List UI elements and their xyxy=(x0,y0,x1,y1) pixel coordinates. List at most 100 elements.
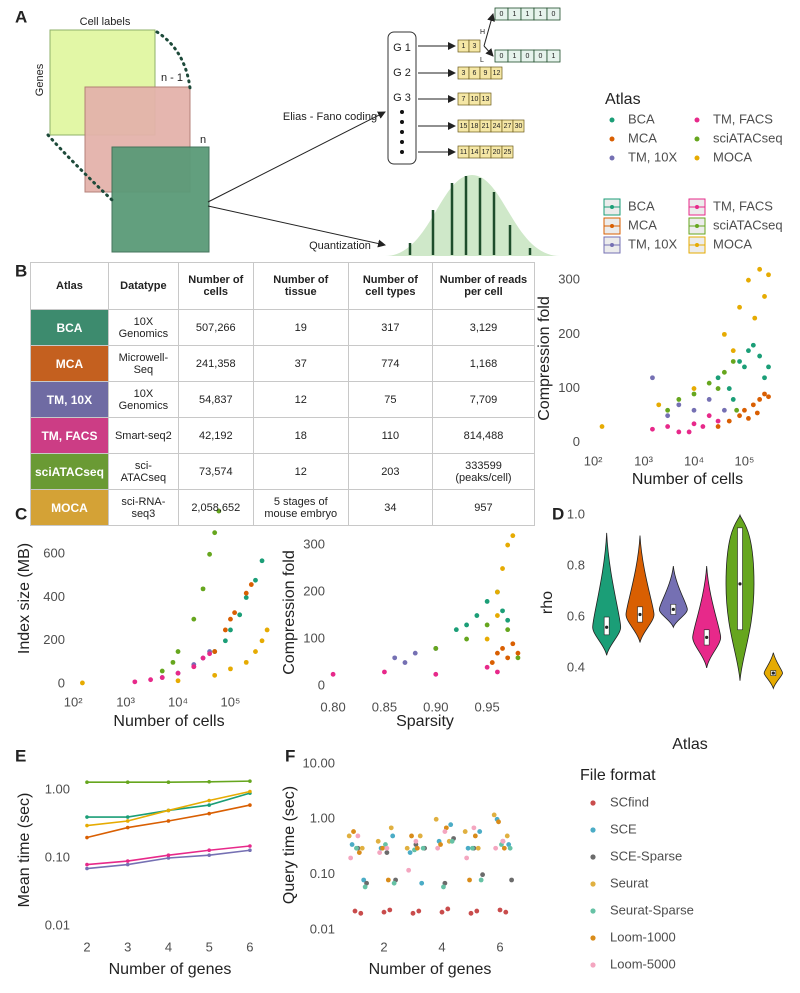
point xyxy=(656,402,662,408)
bit-value: 1 xyxy=(539,11,543,18)
bit-cell xyxy=(546,7,561,21)
point xyxy=(377,850,383,856)
point xyxy=(125,825,130,830)
legend-label: TM, 10X xyxy=(628,149,677,164)
legend-label: Seurat xyxy=(610,875,649,890)
legend-label: MCA xyxy=(628,217,657,232)
point xyxy=(207,848,211,853)
x-axis-title: Number of genes xyxy=(369,961,492,978)
table-cell: 7,709 xyxy=(431,381,536,418)
table-cell: 5 stages of mouse embryo xyxy=(252,489,349,526)
violin xyxy=(625,535,655,643)
header-row: Atlas Datatype Number of cells Number of ti… xyxy=(30,262,536,310)
point xyxy=(191,616,197,622)
point xyxy=(388,825,394,831)
point xyxy=(650,375,655,381)
point xyxy=(505,655,511,661)
point xyxy=(200,586,206,592)
x-tick-label: 2 xyxy=(380,939,387,954)
legend-label: sciATACseq xyxy=(713,130,783,145)
y-axis-title: Mean time (sec) xyxy=(16,793,33,908)
legend-key xyxy=(610,243,614,247)
point xyxy=(746,277,751,283)
diagram: Cell labels Genes n - 1 n Elias - Fano c… xyxy=(34,16,560,256)
point xyxy=(243,590,249,596)
point xyxy=(501,845,507,851)
point xyxy=(175,649,181,654)
dot xyxy=(400,130,404,134)
point xyxy=(228,666,233,672)
atlas-table: Atlas Datatype Number of cells Number of ti… xyxy=(30,262,536,526)
point xyxy=(507,845,513,851)
point xyxy=(762,375,767,381)
encoding-label: Elias - Fano coding xyxy=(283,111,377,123)
point xyxy=(480,872,485,878)
legend-label: TM, 10X xyxy=(628,236,677,251)
point xyxy=(354,845,359,851)
x-tick-label: 3 xyxy=(124,939,131,954)
bit-value: 0 xyxy=(500,53,504,60)
bit-value: 1 xyxy=(513,11,517,18)
point xyxy=(166,780,171,785)
point xyxy=(387,907,393,913)
point xyxy=(515,650,521,656)
point xyxy=(380,845,385,851)
list-cell xyxy=(512,119,525,133)
point xyxy=(212,672,218,678)
y-tick-label: 200 xyxy=(558,326,580,341)
point xyxy=(392,655,398,661)
legend-key xyxy=(609,136,615,142)
point xyxy=(464,855,470,861)
point xyxy=(362,884,368,890)
y-tick-label: 1.00 xyxy=(45,781,70,796)
point xyxy=(686,429,692,435)
point xyxy=(416,908,422,914)
point xyxy=(715,386,721,391)
point xyxy=(148,677,154,683)
list-cell xyxy=(490,66,503,80)
point xyxy=(715,375,721,381)
table-cell: 814,488 xyxy=(431,417,536,454)
point xyxy=(599,424,605,429)
list-value: 27 xyxy=(504,123,512,130)
header-cell: Number of cell types xyxy=(347,262,433,310)
median xyxy=(771,671,775,675)
point xyxy=(474,613,480,618)
point xyxy=(85,823,89,828)
point xyxy=(207,779,211,784)
point xyxy=(243,595,249,600)
x-tick-label: 0.85 xyxy=(372,699,397,714)
median xyxy=(638,612,642,617)
point xyxy=(443,825,449,831)
point xyxy=(462,829,468,834)
legend-label: MOCA xyxy=(713,236,752,251)
legend-label: Loom-5000 xyxy=(610,956,676,971)
point xyxy=(495,650,500,656)
dot xyxy=(400,140,404,144)
point xyxy=(505,617,511,623)
y-tick-label: 200 xyxy=(43,632,65,647)
bit-value: 0 xyxy=(552,11,556,18)
table-cell: 12 xyxy=(252,381,349,418)
table-cell: 110 xyxy=(347,417,433,454)
point xyxy=(253,649,258,654)
legend-label: sciATACseq xyxy=(713,217,783,232)
arrow xyxy=(483,13,495,47)
list-cell xyxy=(468,39,481,53)
point xyxy=(402,660,408,665)
list-cell xyxy=(501,145,514,159)
bit-label: H xyxy=(480,29,485,36)
point xyxy=(477,829,483,834)
point xyxy=(448,822,454,828)
quantization-label: Quantization xyxy=(309,240,371,252)
point xyxy=(361,877,367,883)
distribution xyxy=(385,175,560,256)
point xyxy=(358,910,364,916)
point xyxy=(419,880,425,886)
x-tick-label: 6 xyxy=(246,939,253,954)
y-tick-label: 0.6 xyxy=(567,608,585,623)
table-cell: 1,168 xyxy=(431,345,536,382)
gene-id: G 1 xyxy=(393,42,411,54)
point xyxy=(491,812,497,818)
table-cell: 12 xyxy=(252,453,349,490)
